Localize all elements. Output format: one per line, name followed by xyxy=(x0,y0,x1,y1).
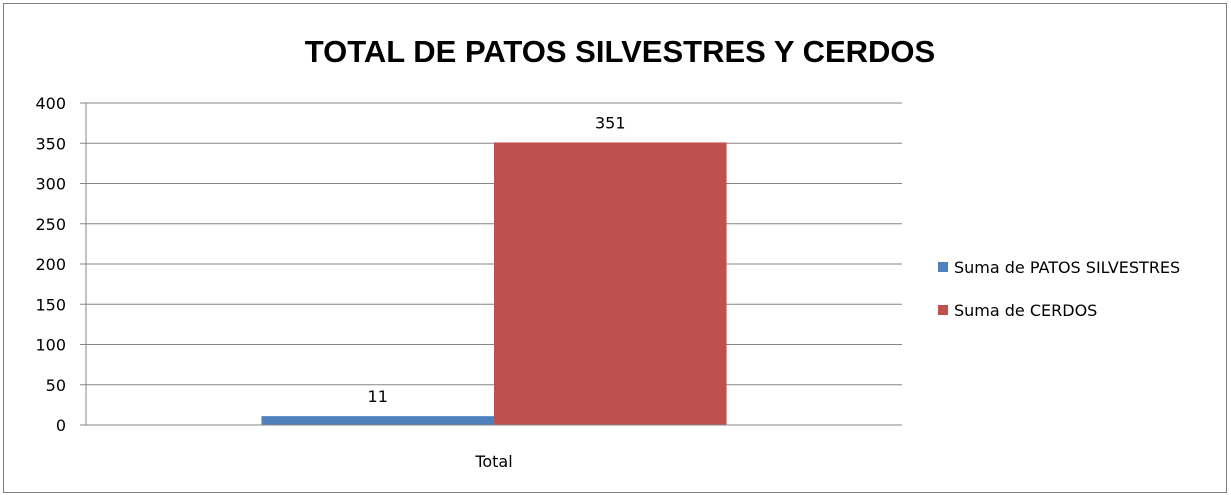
y-tick-label: 100 xyxy=(35,336,66,355)
bar xyxy=(261,416,494,425)
legend: Suma de PATOS SILVESTRES Suma de CERDOS xyxy=(938,258,1180,320)
bar xyxy=(494,142,727,425)
y-tick-label: 150 xyxy=(35,295,66,314)
x-tick-label: Total xyxy=(474,452,512,471)
x-axis-ticks: Total xyxy=(86,424,902,471)
y-tick-label: 350 xyxy=(35,134,66,153)
chart-title: TOTAL DE PATOS SILVESTRES Y CERDOS xyxy=(305,34,935,69)
y-tick-label: 50 xyxy=(46,376,66,395)
y-tick-label: 250 xyxy=(35,215,66,234)
y-axis-ticks: 0 50 100 150 200 250 300 350 400 xyxy=(35,94,86,435)
data-label: 11 xyxy=(368,387,388,406)
legend-swatch xyxy=(938,305,948,315)
y-tick-label: 200 xyxy=(35,255,66,274)
legend-label: Suma de PATOS SILVESTRES xyxy=(954,258,1180,277)
bars: 11 351 xyxy=(261,113,727,425)
y-tick-label: 0 xyxy=(56,416,66,435)
y-tick-label: 400 xyxy=(35,94,66,113)
data-label: 351 xyxy=(595,113,626,132)
y-tick-label: 300 xyxy=(35,175,66,194)
legend-swatch xyxy=(938,262,948,272)
legend-label: Suma de CERDOS xyxy=(954,301,1097,320)
